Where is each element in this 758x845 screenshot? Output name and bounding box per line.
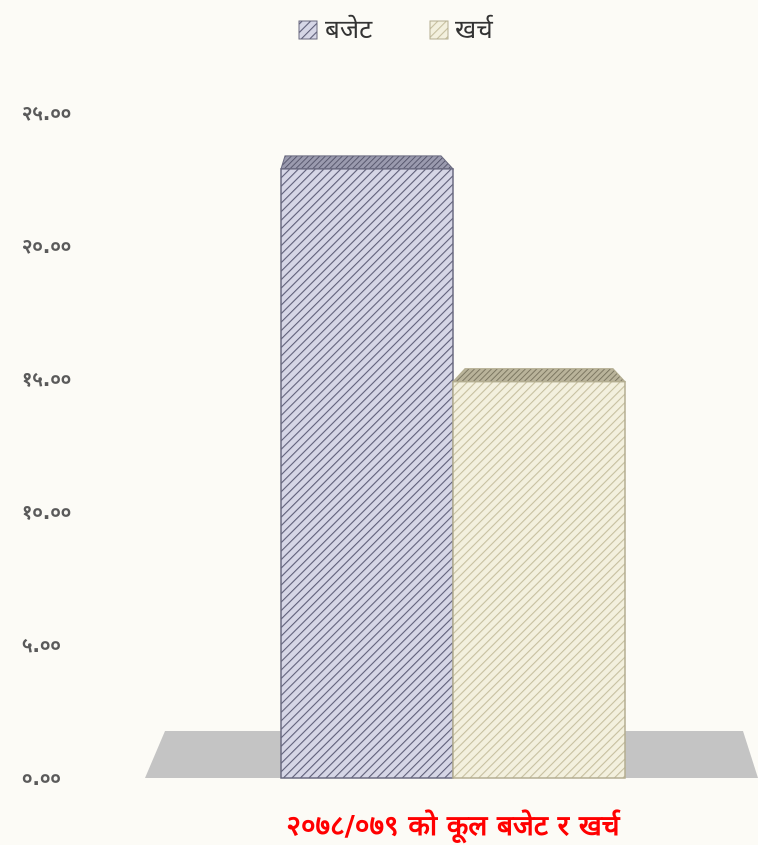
legend-swatch-expense [429,20,449,40]
legend-swatch-budget [298,20,318,40]
y-tick-label: २०.०० [22,234,71,258]
bar-front-face [452,380,626,779]
y-tick-label: १०.०० [22,500,71,524]
y-tick-label: २५.०० [22,101,71,125]
bars [280,155,627,779]
legend-label-budget: बजेट [325,14,373,45]
y-tick-label: ५.०० [22,633,61,657]
x-axis-label: २०७८/०७९ को कूल बजेट र खर्च [286,809,620,844]
bar-top-face [451,368,627,383]
legend: बजेट खर्च [298,14,494,45]
y-tick-label: १५.०० [22,367,71,391]
bar-top-face [280,155,455,170]
bar-budget [280,155,455,779]
y-tick-label: ०.०० [22,766,61,790]
legend-item-expense: खर्च [429,14,494,45]
bar-expense [451,368,627,779]
legend-label-expense: खर्च [455,14,494,45]
y-axis: ०.०० ५.०० १०.०० १५.०० २०.०० २५.०० [22,101,71,790]
bar-front-face [280,168,454,779]
legend-item-budget: बजेट [298,14,373,45]
